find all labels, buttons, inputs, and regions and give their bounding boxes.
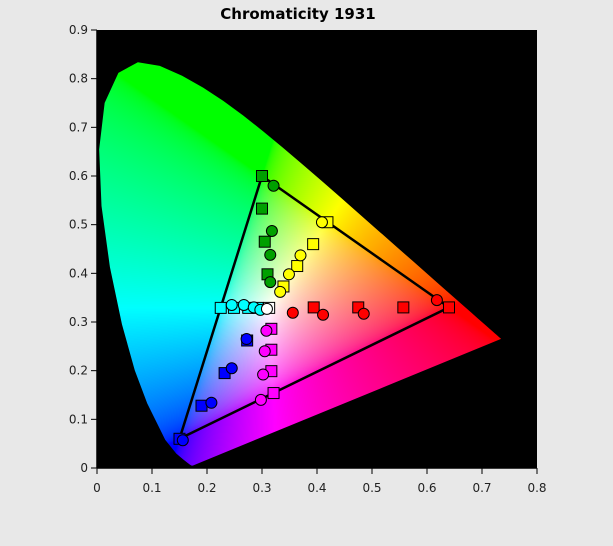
x-tick-label: 0.7	[472, 481, 491, 495]
x-tick-label: 0.1	[142, 481, 161, 495]
y-tick-label: 0.8	[69, 72, 88, 86]
x-tick-label: 0.2	[197, 481, 216, 495]
data-point-circle-7-1	[294, 249, 307, 262]
x-tick-label: 0.8	[527, 481, 546, 495]
data-point-square-0-0	[443, 301, 455, 314]
x-tick-label: 0.5	[362, 481, 381, 495]
data-point-circle-3-3	[264, 276, 277, 289]
data-point-square-6-2	[291, 260, 304, 273]
data-point-circle-13-0	[260, 302, 273, 315]
data-point-circle-1-2	[317, 308, 330, 321]
x-tick-label: 0.4	[307, 481, 326, 495]
data-point-square-6-1	[307, 238, 320, 251]
data-point-circle-5-0	[176, 434, 189, 447]
y-tick-label: 0.5	[69, 218, 88, 232]
data-point-circle-5-1	[205, 396, 218, 409]
data-point-circle-11-0	[254, 393, 267, 406]
data-point-circle-1-3	[286, 306, 299, 319]
data-point-square-10-0	[267, 387, 280, 400]
chart-title: Chromaticity 1931	[220, 5, 376, 23]
data-point-square-0-3	[307, 301, 320, 314]
data-point-circle-5-3	[240, 333, 253, 346]
data-point-circle-9-0	[225, 298, 238, 311]
data-point-circle-11-2	[258, 345, 271, 358]
y-tick-label: 0.4	[69, 266, 88, 280]
y-tick-label: 0.9	[69, 23, 88, 37]
data-point-square-0-1	[397, 301, 410, 314]
data-point-circle-1-0	[430, 294, 443, 307]
data-point-circle-9-1	[237, 298, 250, 311]
x-tick-label: 0.3	[252, 481, 271, 495]
y-tick-label: 0.7	[69, 120, 88, 134]
x-tick-label: 0.6	[417, 481, 436, 495]
data-point-square-8-0	[214, 301, 227, 314]
data-point-circle-11-3	[260, 324, 273, 337]
data-point-square-2-0	[256, 170, 268, 182]
data-point-circle-1-1	[357, 307, 370, 320]
data-point-circle-7-2	[282, 268, 295, 281]
y-tick-label: 0	[80, 461, 88, 475]
data-point-circle-7-0	[315, 216, 328, 229]
y-tick-label: 0.1	[69, 412, 88, 426]
data-point-square-2-1	[256, 202, 268, 215]
data-point-circle-3-2	[264, 248, 277, 261]
data-point-circle-3-0	[267, 179, 280, 192]
data-point-circle-5-2	[225, 362, 238, 375]
y-tick-label: 0.3	[69, 315, 88, 329]
y-tick-label: 0.2	[69, 364, 88, 378]
data-point-circle-11-1	[257, 368, 270, 381]
data-point-circle-3-1	[265, 224, 278, 237]
data-point-square-4-1	[195, 399, 208, 412]
data-point-circle-7-3	[274, 285, 287, 298]
x-tick-label: 0	[93, 481, 101, 495]
data-point-square-2-2	[258, 235, 271, 248]
y-tick-label: 0.6	[69, 169, 88, 183]
